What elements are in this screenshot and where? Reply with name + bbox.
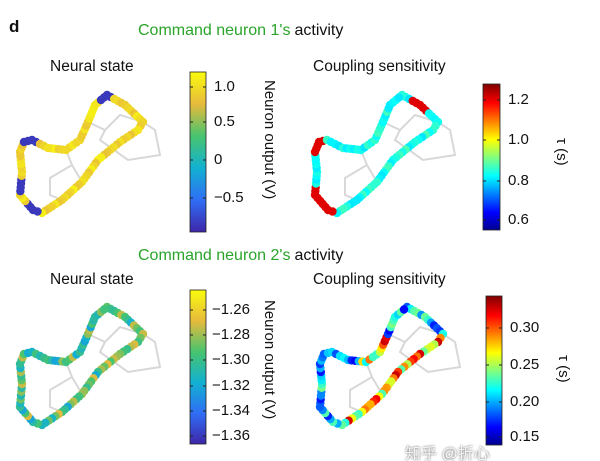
track-point bbox=[394, 93, 404, 102]
tick: 0.30 bbox=[510, 319, 540, 336]
tick: 0.25 bbox=[510, 356, 540, 373]
tick: −1.30 bbox=[212, 351, 250, 368]
colorbar bbox=[189, 71, 207, 233]
row1-left-title: Neural state bbox=[50, 58, 134, 75]
colorbar bbox=[485, 295, 503, 446]
colorbar-label: Neuron output (V) bbox=[261, 300, 278, 420]
tick: 0.5 bbox=[214, 113, 235, 130]
row1-title: Command neuron 1's activity bbox=[138, 22, 343, 40]
tick: 0.20 bbox=[510, 393, 540, 410]
tick: 0.6 bbox=[508, 211, 529, 228]
tick: 1.0 bbox=[508, 131, 529, 148]
arena-outline bbox=[344, 113, 457, 201]
colorbar bbox=[482, 83, 501, 231]
tick: −1.32 bbox=[212, 377, 250, 394]
arena-outline bbox=[349, 325, 462, 413]
tick: −0.5 bbox=[214, 189, 244, 206]
colorbar bbox=[189, 289, 207, 445]
panel-letter: d bbox=[9, 17, 20, 36]
tick: −1.28 bbox=[212, 326, 250, 343]
track-point bbox=[99, 305, 109, 314]
row2-title: Command neuron 2's activity bbox=[138, 247, 343, 265]
colorbar-label: τ (s) bbox=[555, 355, 572, 383]
tick: −1.36 bbox=[212, 427, 250, 444]
tick: 0 bbox=[214, 151, 223, 168]
colorbar-label: Neuron output (V) bbox=[261, 80, 278, 200]
row1-right-title: Coupling sensitivity bbox=[313, 58, 446, 75]
tick: 1.0 bbox=[214, 78, 235, 95]
tick: −1.34 bbox=[212, 402, 250, 419]
row2-title-rest: activity bbox=[294, 247, 344, 264]
colorbar-label: τ (s) bbox=[553, 138, 570, 166]
arena-outline bbox=[49, 325, 162, 413]
track-point bbox=[399, 305, 409, 314]
row2-title-neuron: Command neuron 2's bbox=[138, 247, 291, 264]
watermark: 知乎 @折心 bbox=[405, 446, 490, 461]
row2-left-title: Neural state bbox=[50, 271, 134, 288]
tick: 1.2 bbox=[508, 91, 529, 108]
tick: −1.26 bbox=[212, 301, 250, 318]
row1-title-neuron: Command neuron 1's bbox=[138, 22, 291, 39]
tick: 0.8 bbox=[508, 172, 529, 189]
row2-right-title: Coupling sensitivity bbox=[313, 271, 446, 288]
tick: 0.15 bbox=[510, 428, 540, 445]
track-point bbox=[99, 93, 109, 102]
arena-outline bbox=[49, 113, 162, 201]
row1-title-rest: activity bbox=[294, 22, 344, 39]
